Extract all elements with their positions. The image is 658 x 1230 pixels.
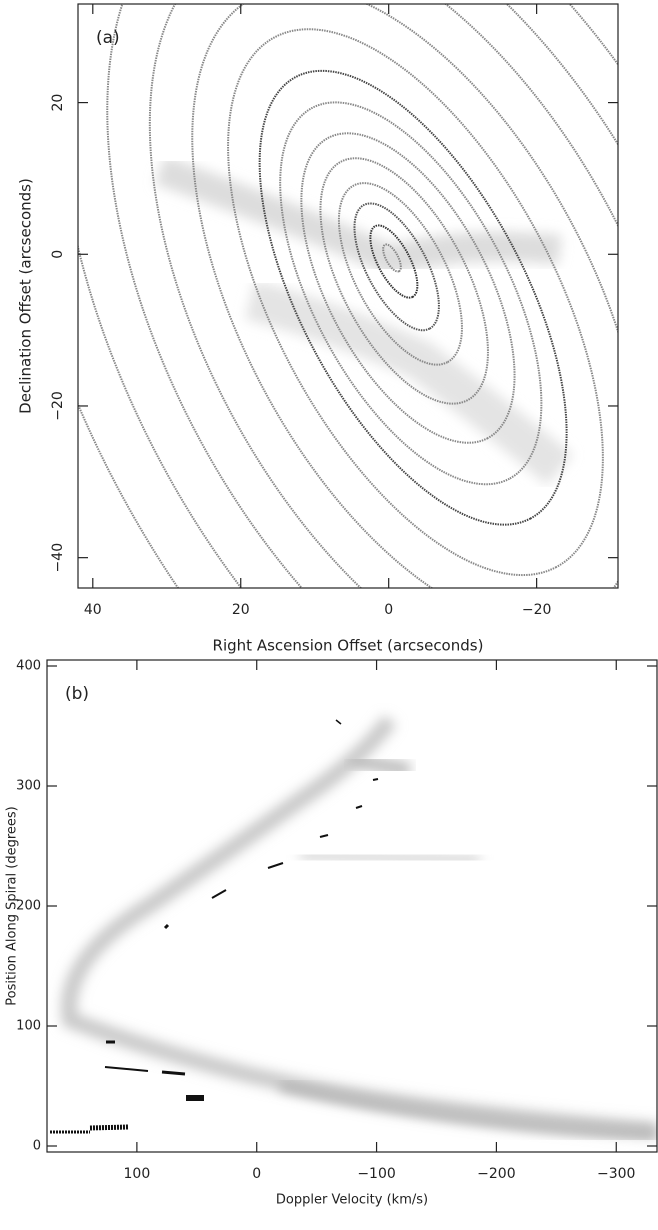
y-tick-label: 400 xyxy=(16,659,41,674)
x-axis-title: Doppler Velocity (km/s) xyxy=(276,1193,428,1208)
y-tick-label: 20 xyxy=(50,94,66,112)
plot-frame xyxy=(77,3,619,589)
x-tick-label: −100 xyxy=(357,1166,395,1182)
x-tick-label: 100 xyxy=(124,1166,151,1182)
y-tick-label: −40 xyxy=(50,543,66,573)
y-axis-title: Position Along Spiral (degrees) xyxy=(5,806,20,1005)
y-tick-label: 300 xyxy=(16,779,41,794)
panel-label: (b) xyxy=(65,684,89,704)
x-tick-label: 0 xyxy=(384,602,393,618)
y-tick-label: 0 xyxy=(50,250,66,259)
y-tick-label: 100 xyxy=(16,1019,41,1034)
grayscale-map xyxy=(50,715,657,1140)
panel-label: (a) xyxy=(96,28,120,48)
x-axis-title: Right Ascension Offset (arcseconds) xyxy=(213,637,484,655)
x-tick-label: 20 xyxy=(232,602,250,618)
x-tick-label: −20 xyxy=(522,602,552,618)
x-tick-label: 40 xyxy=(84,602,102,618)
y-tick-label: 0 xyxy=(33,1139,41,1154)
x-tick-label: 0 xyxy=(252,1166,261,1182)
contour-map xyxy=(78,4,618,588)
x-tick-label: −200 xyxy=(477,1166,515,1182)
y-tick-label: −20 xyxy=(50,391,66,421)
y-axis-title: Declination Offset (arcseconds) xyxy=(17,178,35,414)
x-tick-label: −300 xyxy=(597,1166,635,1182)
y-tick-label: 200 xyxy=(16,899,41,914)
